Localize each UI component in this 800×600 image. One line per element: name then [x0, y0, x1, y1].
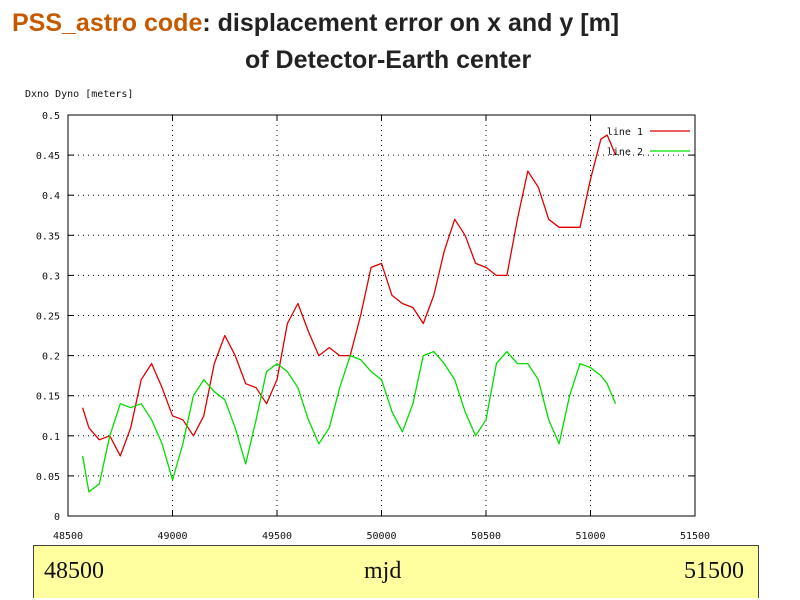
y-tick-label: 0.05: [36, 472, 60, 483]
y-tick-label: 0.15: [36, 392, 60, 403]
series-line-2: [81, 350, 617, 493]
x-tick-label: 51500: [680, 531, 710, 542]
x-tick-label: 51000: [575, 531, 605, 542]
series-group: [81, 134, 617, 493]
x-tick-label: 50000: [366, 531, 396, 542]
footer-x-label: mjd: [364, 558, 402, 584]
footer-x-max: 51500: [684, 558, 744, 584]
x-tick-label: 48500: [53, 531, 83, 542]
y-tick-label: 0.3: [42, 271, 60, 282]
x-tick-label: 50500: [471, 531, 501, 542]
x-tick-label: 49500: [262, 531, 292, 542]
grid-lines: [68, 115, 695, 516]
y-tick-label: 0.5: [42, 111, 60, 122]
axis-ticks: 48500 49000 49500 50000 50500 51000 51500 0 0.05…: [36, 111, 710, 542]
x-axis-footer: 48500 mjd 51500: [33, 545, 759, 598]
legend: line 1 line 2: [607, 127, 690, 158]
y-tick-label: 0.35: [36, 231, 60, 242]
title-line-1: PSS_astro code: displacement error on x …: [12, 8, 619, 39]
legend-label-2: line 2: [607, 147, 643, 158]
title-line-2: of Detector-Earth center: [245, 46, 532, 74]
y-axis-label: Dxno Dyno [meters]: [25, 89, 133, 100]
footer-x-min: 48500: [44, 558, 104, 584]
y-tick-label: 0.45: [36, 151, 60, 162]
legend-label-1: line 1: [607, 127, 643, 138]
x-tick-label: 49000: [157, 531, 187, 542]
title-highlight: PSS_astro code: [12, 9, 203, 37]
y-tick-label: 0.1: [42, 432, 60, 443]
y-tick-label: 0.4: [42, 191, 60, 202]
y-tick-label: 0.2: [42, 352, 60, 363]
title-rest: : displacement error on x and y [m]: [202, 9, 620, 37]
y-tick-label: 0: [54, 512, 60, 523]
series-line-1: [81, 134, 617, 457]
y-tick-label: 0.25: [36, 312, 60, 323]
